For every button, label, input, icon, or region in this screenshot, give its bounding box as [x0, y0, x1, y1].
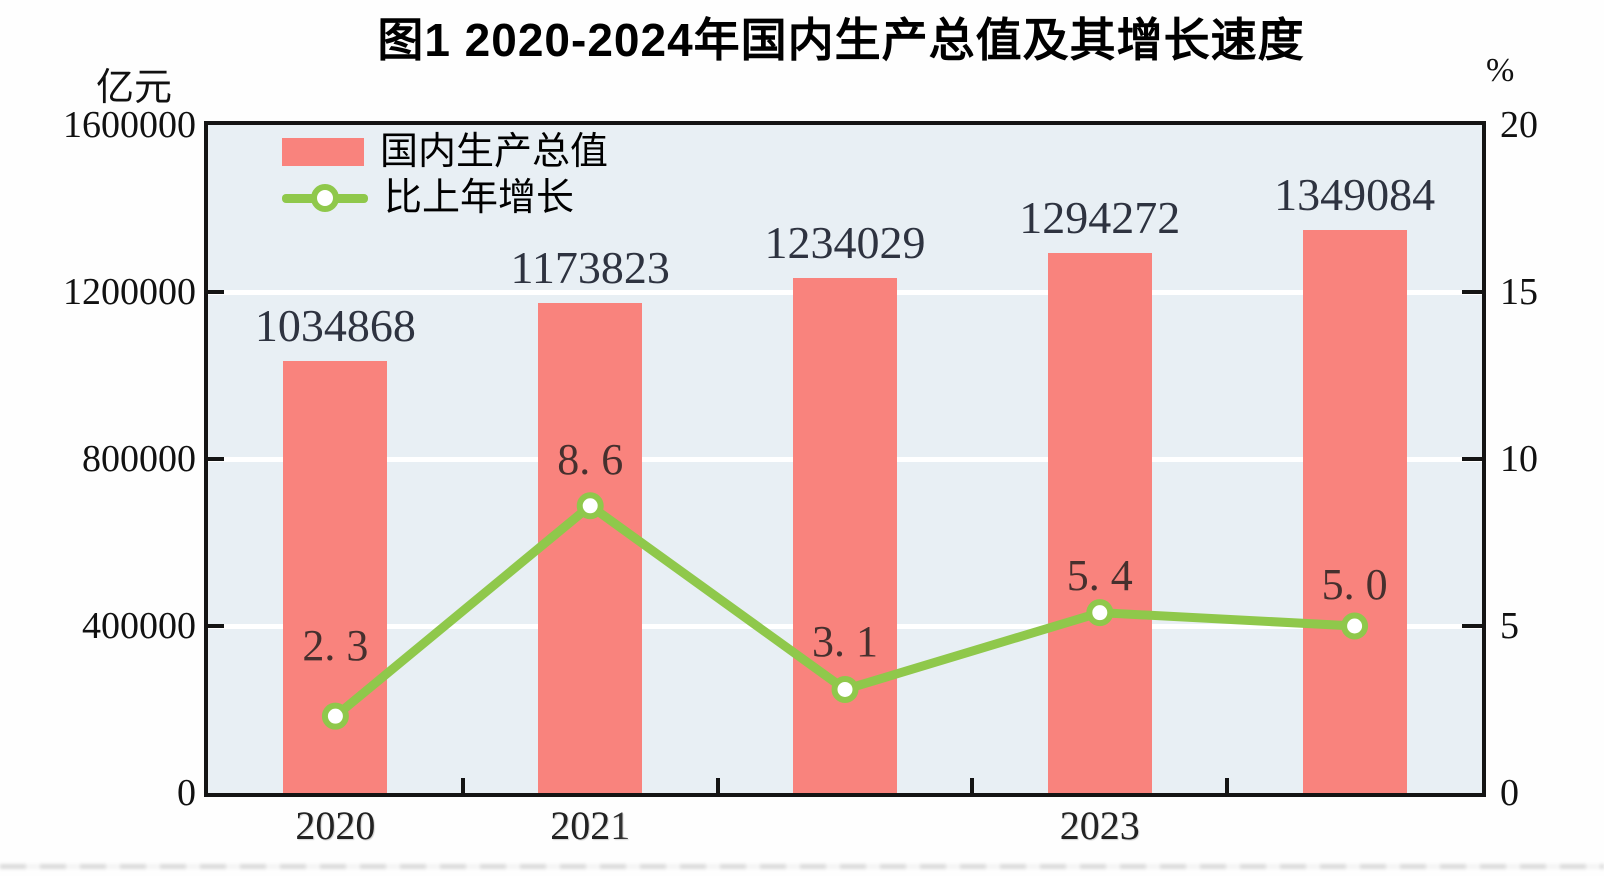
x-tick-label-2020: 2020	[295, 803, 376, 848]
right-axis-tick-800000	[1462, 457, 1482, 461]
left-axis-label-800000: 800000	[82, 438, 196, 480]
right-axis-tick-400000	[1462, 624, 1482, 628]
x-boundary-tick-2	[715, 778, 720, 793]
x-boundary-tick-4	[1225, 778, 1230, 793]
chart-title: 图1 2020-2024年国内生产总值及其增长速度	[377, 14, 1305, 66]
growth-value-label-2021: 8. 6	[557, 434, 624, 484]
left-axis-label-1200000: 1200000	[63, 271, 196, 313]
gdp-bar-swatch	[282, 138, 364, 166]
left-axis-unit-label: 亿元	[95, 67, 172, 109]
x-tick-label-2023: 2023	[1059, 803, 1140, 848]
growth-point-2020	[321, 702, 349, 730]
growth-point-2021	[576, 492, 604, 520]
x-boundary-tick-1	[460, 778, 465, 793]
gdp-value-label-2021: 1173823	[510, 241, 670, 293]
gdp-value-label-2024: 1349084	[1274, 168, 1436, 220]
gdp-value-label-2023: 1294272	[1019, 191, 1181, 243]
scan-artifact	[0, 864, 1604, 869]
growth-marker-icon	[311, 184, 339, 212]
growth-legend-label: 比上年增长	[384, 177, 575, 219]
left-axis-label-400000: 400000	[82, 605, 196, 647]
right-axis-tick-1200000	[1462, 290, 1482, 294]
growth-value-label-2024: 5. 0	[1321, 560, 1388, 609]
growth-value-label-2020: 2. 3	[302, 621, 369, 671]
right-axis-unit-label: %	[1486, 52, 1515, 89]
gdp-bar-2024	[1302, 229, 1407, 793]
growth-value-label-2023: 5. 4	[1066, 550, 1133, 600]
growth-line	[321, 492, 1369, 730]
legend-item-gdp: 国内生产总值	[282, 131, 609, 173]
growth-point-2024	[1341, 612, 1369, 640]
gdp-bar-2022	[793, 277, 897, 793]
growth-value-label-2022: 3. 1	[812, 617, 878, 667]
growth-point-2023	[1086, 599, 1114, 627]
right-axis-label-10: 10	[1500, 438, 1538, 480]
right-axis-label-15: 15	[1500, 271, 1538, 313]
right-axis-label-5: 5	[1500, 605, 1519, 647]
legend-item-growth: 比上年增长	[282, 177, 608, 219]
right-axis-label-0: 0	[1500, 772, 1519, 814]
x-tick-label-2021: 2021	[550, 803, 631, 848]
gdp-value-label-2022: 1234029	[764, 216, 926, 268]
growth-line-swatch	[282, 184, 368, 212]
right-axis-label-20: 20	[1500, 104, 1538, 146]
gdp-value-label-2020: 1034868	[254, 299, 416, 351]
plot-area: 国内生产总值 比上年增长 1034868 1173823 1234029 129427…	[204, 121, 1486, 797]
gdp-legend-label: 国内生产总值	[380, 131, 609, 173]
left-axis-tick-400000	[208, 624, 224, 628]
left-axis-tick-1200000	[208, 290, 224, 294]
legend: 国内生产总值 比上年增长	[282, 131, 609, 219]
x-boundary-tick-3	[970, 778, 975, 793]
gdp-bar-2021	[538, 302, 643, 793]
growth-point-2022	[831, 675, 859, 703]
left-axis-label-0: 0	[177, 772, 196, 814]
left-axis-label-1600000: 1600000	[63, 104, 196, 146]
gdp-bar-2023	[1047, 252, 1152, 793]
left-axis-tick-800000	[208, 457, 224, 461]
